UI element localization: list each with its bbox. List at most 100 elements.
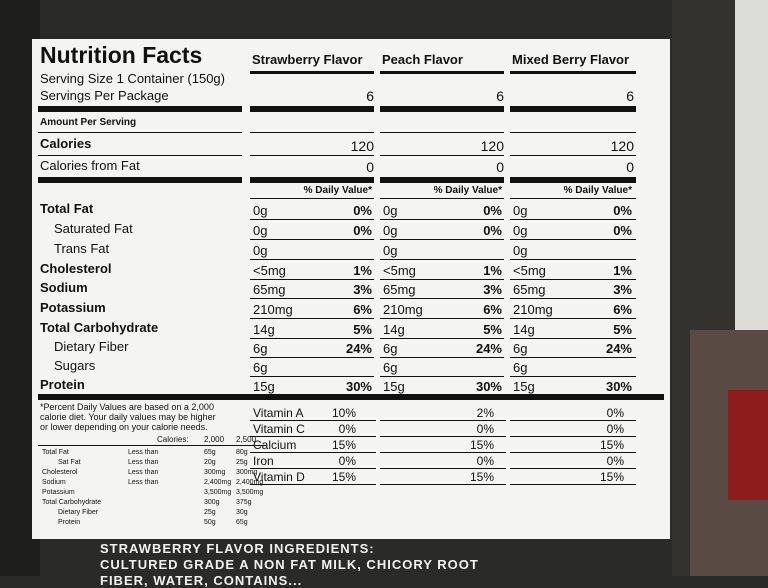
vitamin-value: 0% [476,454,494,468]
rule [510,198,636,199]
vitamin-value: 0% [606,422,624,436]
rule [380,219,506,220]
nutrient-daily-value: 24% [475,341,502,356]
rule [510,239,636,240]
nutrient-amount: <5mg [253,263,286,278]
nutrient-daily-value: 3% [483,282,502,297]
rule [250,436,376,437]
footnote-value-2500: 25g [236,459,248,466]
panel-title: Nutrition Facts [40,42,203,68]
footnote-nutrient: Protein [58,519,81,526]
column-gap [244,47,246,393]
label-sugars: Sugars [54,358,96,373]
calories-from-fat-label: Calories from Fat [40,158,140,173]
footnote-nutrient: Sat Fat [58,459,81,466]
rule [380,338,506,339]
footnote-nutrient: Potassium [42,489,75,496]
rule [38,394,664,400]
vitamin-value: 15% [469,438,494,452]
vitamin-value: 15% [469,470,494,484]
nutrient-daily-value: 30% [475,379,502,394]
nutrient-daily-value: 0% [353,203,372,218]
calories-value: 120 [610,138,634,154]
rule [38,177,242,183]
footnote-value-2000: 3,500mg [204,489,232,496]
rule [250,259,376,260]
nutrition-panel: Nutrition Facts Serving Size 1 Container… [32,39,670,539]
footnote-value-2500: 65g [236,519,248,526]
rule [250,395,376,396]
nutrient-amount: 0g [253,243,268,258]
rule [510,279,636,280]
nutrient-amount: 65mg [253,282,286,297]
rule [510,298,636,299]
rule [510,318,636,319]
nutrient-daily-value: 3% [353,282,372,297]
nutrient-amount: 6g [513,341,528,356]
rule [380,239,506,240]
rule [380,298,506,299]
calories-fat-value: 0 [496,159,504,175]
nutrient-amount: 210mg [253,302,293,317]
rule [250,318,376,319]
nutrient-amount: 15g [513,379,535,394]
nutrient-amount: 0g [383,223,398,238]
rule [380,484,506,485]
vitamin-value: 15% [599,470,624,484]
nutrient-daily-value: 1% [613,263,632,278]
rule [250,198,376,199]
nutrient-amount: 15g [383,379,405,394]
servings-per-package: Servings Per Package [40,88,169,103]
vitamin-label: Iron [253,454,274,468]
column-gap [374,47,376,393]
calories-fat-value: 0 [626,159,634,175]
footnote-value-2000: 50g [204,519,216,526]
rule [510,484,636,485]
rule [380,357,506,358]
rule [380,452,506,453]
rule [250,484,376,485]
rule [510,420,636,421]
ingredients-heading: STRAWBERRY FLAVOR INGREDIENTS: [100,541,375,556]
nutrient-amount: 0g [253,223,268,238]
nutrient-daily-value: 0% [613,203,632,218]
nutrient-daily-value: 5% [353,322,372,337]
nutrient-amount: 0g [383,243,398,258]
label-total-carbohydrate: Total Carbohydrate [40,320,159,335]
flavor-heading: Mixed Berry Flavor [512,52,630,67]
rule [38,155,242,156]
footnote-cal-2500: 2,500 [236,435,257,444]
rule [250,420,376,421]
footnote-line: calorie diet. Your daily values may be h… [40,412,216,422]
rule [510,357,636,358]
ingredients-text: FIBER, WATER, CONTAINS... [100,573,303,588]
vitamin-value: 15% [331,438,356,452]
rule [38,132,242,133]
rule [510,468,636,469]
rule [510,132,636,133]
nutrient-daily-value: 6% [353,302,372,317]
rule [510,259,636,260]
rule [510,338,636,339]
calories-label: Calories [40,136,92,151]
serving-size: Serving Size 1 Container (150g) [40,71,225,86]
vitamin-value: 15% [331,470,356,484]
nutrient-amount: 14g [383,322,405,337]
rule [250,468,376,469]
rule [250,338,376,339]
footnote-line: or lower depending on your calorie needs… [40,422,208,432]
rule [510,376,636,377]
footnote-value-2000: 2,400mg [204,479,232,486]
footnote-nutrient: Total Carbohydrate [42,499,102,506]
rule [250,106,376,112]
footnote-nutrient: Total Fat [42,449,69,456]
rule [380,376,506,377]
footnote-nutrient: Sodium [42,479,66,486]
column-gap [504,47,506,393]
vitamin-value: 0% [606,406,624,420]
footnote-value-2500: 3,500mg [236,489,264,496]
rule [380,198,506,199]
background-shelf [735,0,768,330]
nutrient-amount: 0g [513,243,528,258]
vitamin-value: 15% [599,438,624,452]
